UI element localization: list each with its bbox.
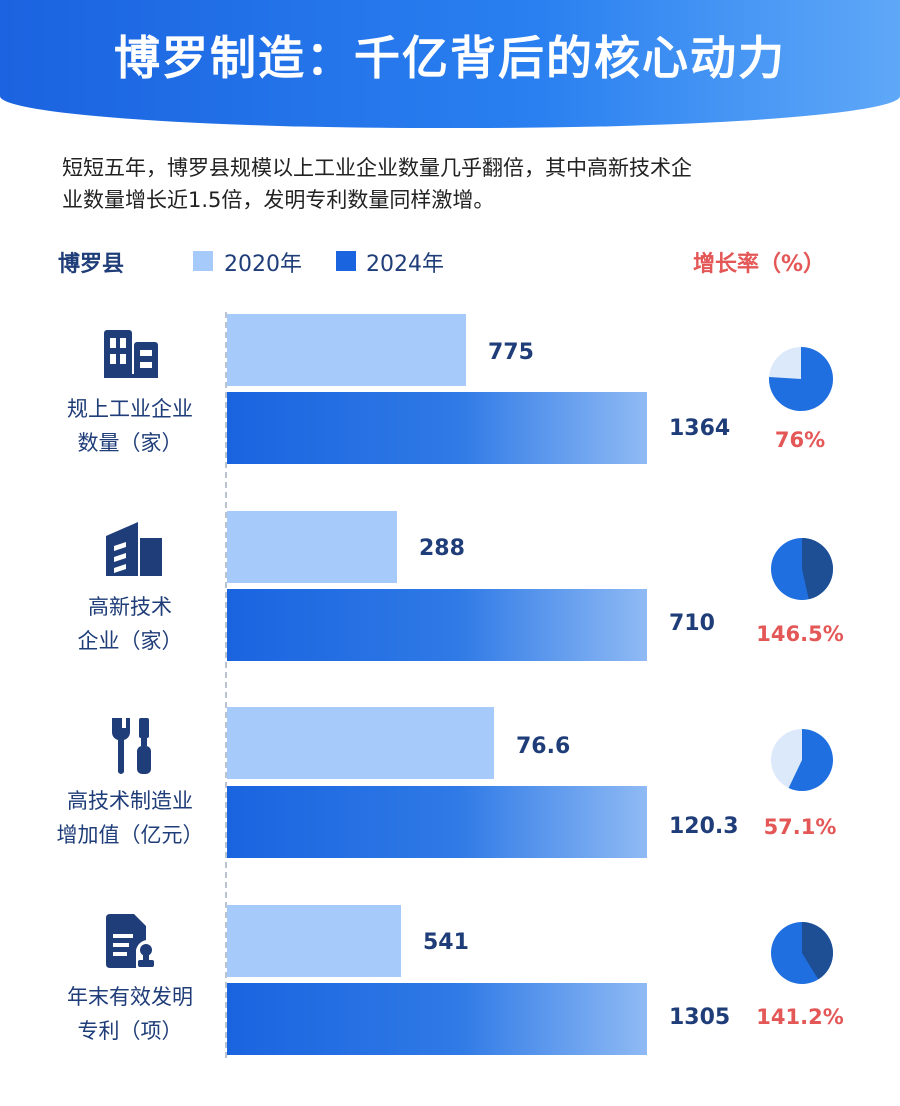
bar-value-2020: 288	[419, 536, 465, 561]
legend-label-2020: 2020年	[224, 252, 302, 277]
header-banner	[0, 0, 900, 128]
page-title: 博罗制造：千亿背后的核心动力	[114, 31, 786, 85]
building-icon	[104, 330, 158, 378]
growth-pie-slice	[788, 729, 833, 791]
category-label-line1: 高技术制造业	[67, 789, 193, 813]
bar-2020	[227, 511, 397, 583]
category-label-line2: 数量（家）	[77, 431, 183, 455]
growth-rate-value: 76%	[774, 428, 826, 452]
legend-swatch-2024	[336, 251, 356, 271]
intro-line-1: 短短五年，博罗县规模以上工业企业数量几乎翻倍，其中高新技术企	[62, 156, 692, 180]
bar-value-2020: 541	[423, 930, 469, 955]
growth-pie-slice	[802, 538, 833, 600]
bar-value-2024: 1364	[669, 416, 731, 441]
category-label: 高技术制造业 增加值（亿元）	[20, 784, 240, 852]
bar-2024	[227, 589, 647, 661]
bar-value-2024: 1305	[669, 1005, 731, 1030]
category-label-line2: 企业（家）	[77, 629, 183, 653]
category-label-line1: 规上工业企业	[67, 397, 193, 421]
bar-2024	[227, 392, 647, 464]
category-label-line1: 年末有效发明	[67, 985, 193, 1009]
patent-document-icon	[106, 914, 154, 968]
tools-icon	[112, 718, 151, 774]
axis-baseline	[225, 312, 227, 1058]
category-label: 年末有效发明 专利（项）	[20, 980, 240, 1048]
category-label-line2: 专利（项）	[77, 1019, 183, 1043]
growth-pie	[768, 347, 833, 411]
category-label-line2: 增加值（亿元）	[56, 823, 204, 847]
category-label-line1: 高新技术	[88, 595, 172, 619]
bar-2020	[227, 905, 401, 977]
intro-line-2: 业数量增长近1.5倍，发明专利数量同样激增。	[62, 188, 495, 212]
intro-text: 短短五年，博罗县规模以上工业企业数量几乎翻倍，其中高新技术企 业数量增长近1.5…	[62, 152, 852, 216]
category-label: 高新技术 企业（家）	[20, 590, 240, 658]
growth-pie	[771, 538, 833, 600]
growth-rate-header: 增长率（%）	[693, 252, 826, 277]
bar-value-2020: 775	[488, 340, 534, 365]
region-label: 博罗县	[58, 252, 125, 277]
bar-2024	[227, 786, 647, 858]
growth-rate-value: 141.2%	[756, 1005, 844, 1029]
category-label: 规上工业企业 数量（家）	[20, 392, 240, 460]
growth-rate-value: 57.1%	[763, 815, 837, 839]
bar-value-2024: 120.3	[669, 814, 739, 839]
growth-pie-slice	[802, 922, 833, 980]
bar-2024	[227, 983, 647, 1055]
bar-value-2020: 76.6	[516, 734, 571, 759]
bar-value-2024: 710	[669, 611, 715, 636]
bar-2020	[227, 707, 494, 779]
growth-pie-slice	[768, 347, 833, 411]
growth-pie	[771, 729, 833, 791]
hitech-building-icon	[106, 522, 162, 576]
growth-pie	[771, 922, 833, 984]
legend-label-2024: 2024年	[366, 252, 444, 277]
legend-swatch-2020	[193, 251, 213, 271]
bar-2020	[227, 314, 466, 386]
growth-rate-value: 146.5%	[756, 622, 844, 646]
